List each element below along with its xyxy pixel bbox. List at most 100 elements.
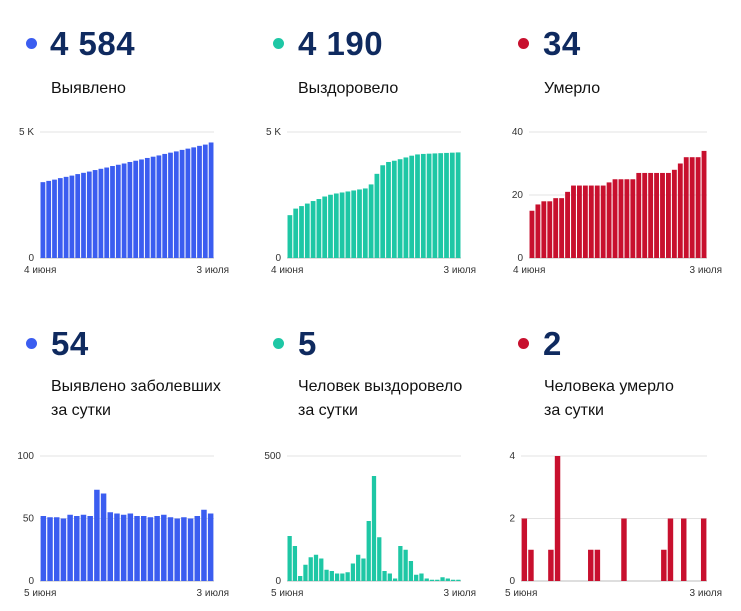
- y-tick-label: 0: [509, 576, 515, 587]
- y-tick-label: 0: [275, 576, 281, 587]
- bar: [134, 516, 140, 581]
- bar: [606, 182, 612, 258]
- deaths-label-line-1: Умерло: [544, 80, 601, 97]
- bar: [671, 169, 677, 258]
- bar: [53, 517, 60, 581]
- total-cases-value: 4 584: [50, 25, 136, 62]
- bar: [420, 153, 426, 258]
- y-tick-label: 5 K: [19, 127, 34, 138]
- bar: [630, 179, 636, 258]
- bar: [438, 153, 444, 258]
- bar: [450, 579, 456, 581]
- bar: [424, 578, 429, 581]
- bar: [403, 549, 408, 581]
- daily-recovered-label-line-2: за сутки: [298, 402, 358, 419]
- bar: [162, 153, 168, 258]
- x-tick-label-end: 3 июля: [444, 588, 476, 599]
- bar: [104, 167, 110, 258]
- bar: [554, 456, 561, 581]
- bar: [440, 577, 445, 581]
- bar: [661, 549, 667, 581]
- x-tick-label-start: 5 июня: [24, 588, 56, 599]
- bar: [435, 579, 440, 581]
- bar: [121, 163, 127, 258]
- bar: [700, 518, 707, 581]
- bar: [194, 516, 201, 581]
- y-tick-label: 100: [17, 451, 34, 462]
- bar: [408, 561, 414, 581]
- bar: [191, 147, 197, 258]
- bar: [582, 185, 588, 258]
- bar: [133, 160, 139, 258]
- bar: [636, 172, 642, 258]
- bar: [328, 194, 333, 258]
- bar: [366, 521, 371, 581]
- bar: [287, 215, 293, 258]
- y-tick-label: 20: [512, 190, 524, 201]
- bar: [565, 191, 570, 258]
- bar: [357, 189, 362, 258]
- bar: [600, 185, 606, 258]
- bar: [426, 153, 432, 258]
- bar: [87, 516, 93, 581]
- bar: [81, 172, 86, 258]
- x-tick-label-end: 3 июля: [690, 588, 722, 599]
- bar: [624, 179, 630, 258]
- bar: [695, 157, 701, 258]
- bar: [386, 161, 391, 258]
- y-tick-label: 4: [509, 451, 515, 462]
- bar: [667, 518, 674, 581]
- bar: [419, 573, 424, 581]
- bar: [528, 549, 534, 581]
- bar: [356, 554, 361, 581]
- bar: [612, 179, 618, 258]
- bar: [60, 518, 67, 581]
- daily-cases-label-line-1: Выявлено заболевших: [51, 378, 221, 395]
- bar: [432, 153, 438, 258]
- recovered-value: 4 190: [298, 25, 384, 62]
- bar: [115, 164, 121, 258]
- bar: [588, 185, 594, 258]
- bar: [168, 152, 173, 258]
- bar: [299, 206, 304, 258]
- bar: [40, 516, 47, 581]
- bar: [571, 185, 576, 258]
- daily-deaths-dot: [518, 338, 529, 349]
- bar: [445, 578, 450, 581]
- daily-cases-dot: [26, 338, 37, 349]
- bar: [618, 179, 624, 258]
- bar: [202, 144, 208, 258]
- bar: [139, 159, 144, 258]
- bar: [683, 157, 689, 258]
- bar: [140, 516, 147, 581]
- bar: [154, 516, 160, 581]
- daily-deaths-chart: 0 2 4 5 июня 3 июля: [505, 451, 722, 599]
- bar: [201, 509, 207, 581]
- bar: [345, 191, 351, 258]
- bar: [40, 182, 46, 258]
- x-tick-label-start: 5 июня: [505, 588, 537, 599]
- bar: [559, 198, 565, 258]
- bar: [313, 554, 319, 581]
- bar: [167, 517, 174, 581]
- bar: [429, 579, 435, 581]
- bar: [120, 514, 127, 581]
- bar: [642, 172, 648, 258]
- bar: [529, 210, 535, 258]
- x-tick-label-start: 4 июня: [513, 265, 545, 276]
- bar: [156, 155, 162, 258]
- bar: [382, 571, 387, 581]
- daily-cases-value: 54: [51, 325, 89, 362]
- bar: [371, 476, 377, 581]
- total-cases-label-line-1: Выявлено: [51, 80, 126, 97]
- bar: [415, 154, 420, 258]
- y-tick-label: 0: [517, 253, 523, 264]
- deaths-chart: 0 20 40 4 июня 3 июля: [512, 127, 722, 276]
- recovered-label-line-1: Выздоровело: [298, 80, 399, 97]
- daily-deaths-label-line-2: за сутки: [544, 402, 604, 419]
- y-tick-label: 0: [28, 253, 34, 264]
- bar: [535, 204, 541, 258]
- bar: [107, 512, 114, 581]
- bar: [681, 518, 687, 581]
- recovered-dot: [273, 38, 284, 49]
